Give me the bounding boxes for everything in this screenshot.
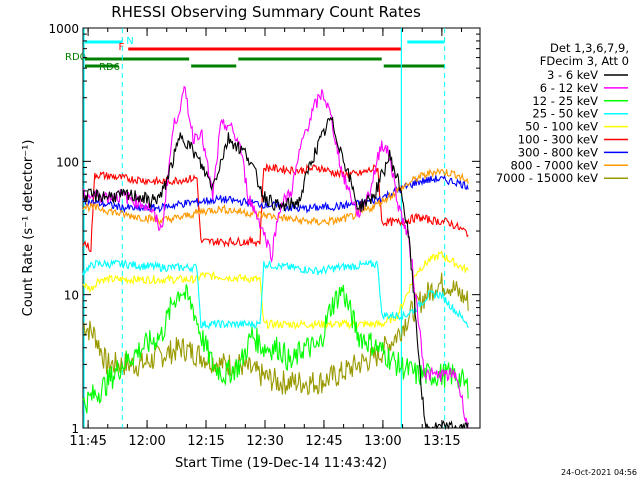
series-line bbox=[82, 284, 469, 414]
series-line bbox=[82, 258, 469, 330]
legend-label: 12 - 25 keV bbox=[532, 94, 598, 108]
flag-bar-label: F bbox=[118, 42, 124, 53]
x-tick-label: 11:45 bbox=[69, 434, 106, 449]
x-tick-label: 12:00 bbox=[128, 434, 165, 449]
y-axis-label: Count Rate (s⁻¹ detector⁻¹) bbox=[21, 140, 36, 317]
y-tick-label: 100 bbox=[56, 155, 79, 169]
flag-bars: NF RD0 RD6 bbox=[65, 36, 445, 73]
legend-label: 25 - 50 keV bbox=[532, 107, 598, 121]
series-line bbox=[82, 250, 469, 331]
legend-label: 6 - 12 keV bbox=[540, 81, 598, 95]
legend-header-line-2: FDecim 3, Att 0 bbox=[540, 54, 629, 68]
flag-bar-label: RD0 bbox=[65, 52, 86, 63]
x-axis-label: Start Time (19-Dec-14 11:43:42) bbox=[175, 456, 387, 471]
y-tick-label: 10 bbox=[64, 289, 79, 303]
chart-title: RHESSI Observing Summary Count Rates bbox=[111, 3, 421, 21]
flag-bar-label: N bbox=[126, 36, 133, 47]
legend-label: 100 - 300 keV bbox=[518, 133, 598, 147]
y-tick-label: 1 bbox=[71, 422, 79, 436]
date-stamp: 24-Oct-2021 04:56 bbox=[561, 468, 637, 477]
y-tick-label: 1000 bbox=[48, 22, 79, 36]
x-tick-label: 12:30 bbox=[246, 434, 283, 449]
series-group bbox=[82, 85, 469, 431]
y-axis: 1 10 100 1000 bbox=[48, 22, 480, 436]
x-tick-label: 12:15 bbox=[187, 434, 224, 449]
observing-period-lines bbox=[83, 28, 446, 428]
series-line bbox=[82, 167, 469, 227]
flag-bar-label: RD6 bbox=[99, 62, 120, 73]
legend-label: 800 - 7000 keV bbox=[510, 158, 598, 172]
legend-label: 7000 - 15000 keV bbox=[496, 171, 598, 185]
legend-label: 3 - 6 keV bbox=[547, 68, 598, 82]
x-tick-label: 13:00 bbox=[364, 434, 401, 449]
legend-header-line-1: Det 1,3,6,7,9, bbox=[550, 41, 629, 55]
series-line bbox=[82, 272, 469, 396]
legend: Det 1,3,6,7,9, FDecim 3, Att 0 3 - 6 keV… bbox=[496, 41, 629, 185]
x-tick-label: 12:45 bbox=[305, 434, 342, 449]
x-tick-label: 13:15 bbox=[423, 434, 460, 449]
x-axis: 11:45 12:00 12:15 12:30 12:45 13:00 13:15 bbox=[69, 28, 463, 449]
plot-frame bbox=[82, 27, 481, 429]
series-line bbox=[82, 85, 469, 429]
legend-label: 50 - 100 keV bbox=[525, 120, 598, 134]
legend-label: 300 - 800 keV bbox=[518, 145, 598, 159]
series-line bbox=[82, 116, 469, 431]
